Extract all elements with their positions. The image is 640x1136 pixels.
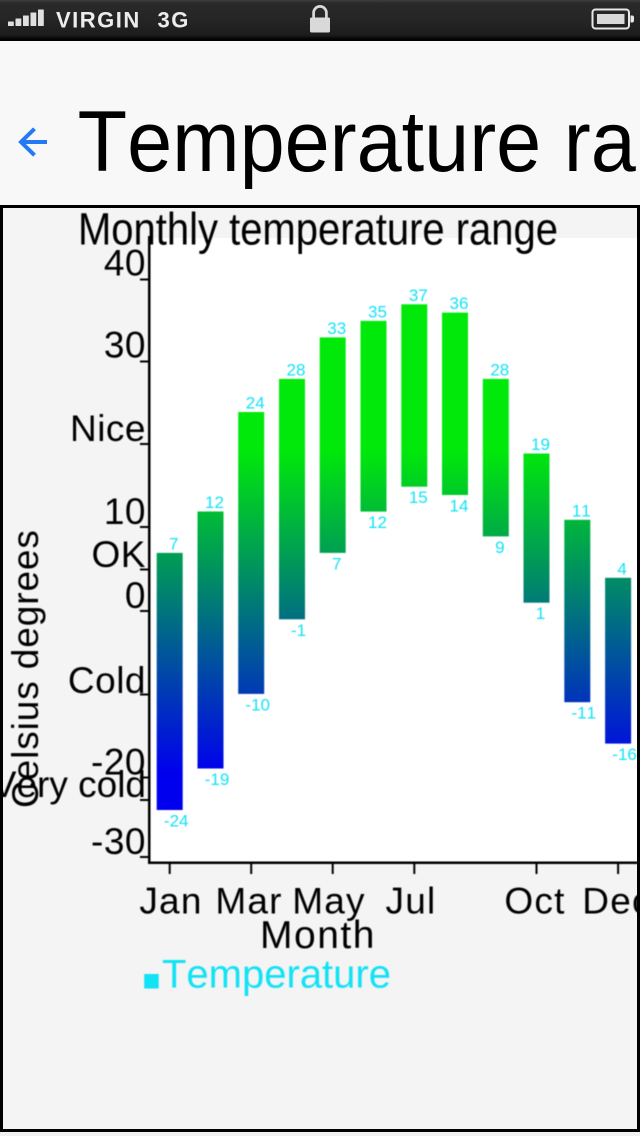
svg-text:12: 12 [368, 513, 387, 532]
svg-text:Jan: Jan [139, 881, 202, 922]
svg-text:36: 36 [450, 294, 469, 313]
svg-text:28: 28 [490, 360, 509, 379]
svg-text:7: 7 [332, 555, 341, 574]
svg-text:7: 7 [169, 535, 178, 554]
svg-text:Dec: Dec [582, 881, 640, 922]
svg-text:-11: -11 [572, 704, 597, 723]
svg-text:Oct: Oct [504, 881, 565, 922]
svg-text:10: 10 [104, 491, 146, 532]
svg-text:-30: -30 [91, 821, 146, 862]
svg-text:Nice: Nice [70, 408, 146, 449]
svg-text:40: 40 [104, 243, 146, 284]
svg-text:Temperature range: Temperature range [78, 93, 640, 190]
svg-text:Temperature: Temperature [162, 953, 391, 997]
svg-text:9: 9 [495, 538, 504, 557]
svg-text:Celsius degrees: Celsius degrees [5, 529, 46, 808]
svg-text:37: 37 [409, 286, 428, 305]
svg-text:30: 30 [104, 325, 146, 366]
svg-text:Mar: Mar [215, 881, 282, 922]
svg-text:35: 35 [368, 302, 387, 321]
svg-text:-20: -20 [91, 742, 146, 783]
svg-text:Jul: Jul [386, 881, 437, 922]
svg-text:14: 14 [450, 496, 469, 515]
svg-text:11: 11 [572, 501, 591, 520]
svg-text:-1: -1 [291, 621, 306, 640]
svg-text:19: 19 [531, 435, 550, 454]
svg-text:4: 4 [617, 559, 626, 578]
svg-text:-16: -16 [612, 745, 637, 764]
svg-text:28: 28 [287, 360, 306, 379]
svg-text:Month: Month [260, 914, 376, 957]
svg-text:0: 0 [125, 575, 146, 616]
svg-text:OK: OK [92, 534, 146, 575]
svg-text:-24: -24 [164, 812, 189, 831]
svg-text:Cold: Cold [68, 660, 146, 701]
svg-text:1: 1 [536, 604, 545, 623]
svg-text:3G: 3G [158, 8, 190, 33]
svg-text:Monthly temperature range: Monthly temperature range [78, 204, 558, 255]
svg-text:May: May [292, 881, 366, 922]
svg-text:33: 33 [327, 319, 346, 338]
svg-text:VIRGIN: VIRGIN [56, 8, 141, 33]
svg-text:-10: -10 [245, 695, 270, 714]
svg-text:24: 24 [246, 394, 265, 413]
svg-text:Very cold: Very cold [0, 764, 146, 805]
svg-text:-19: -19 [205, 770, 230, 789]
svg-text:12: 12 [205, 493, 224, 512]
svg-text:15: 15 [409, 488, 428, 507]
